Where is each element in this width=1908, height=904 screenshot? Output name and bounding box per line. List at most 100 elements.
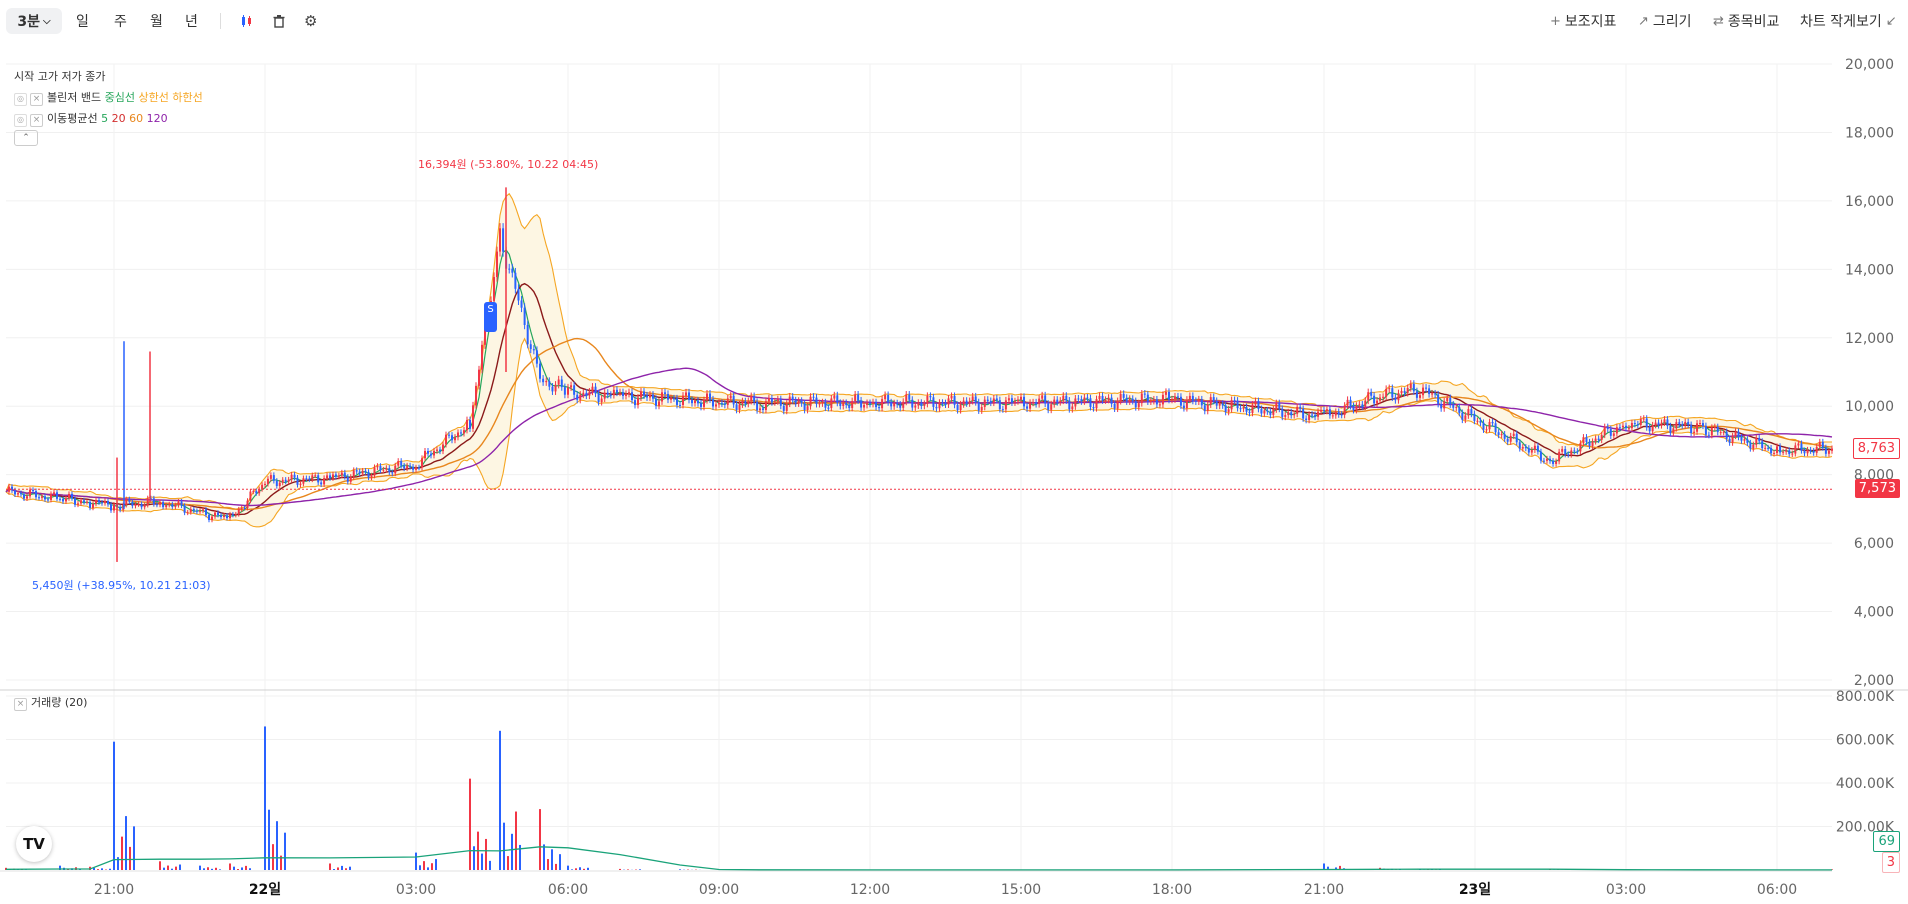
price-chart[interactable]: 20,00018,00016,00014,00012,00010,0008,00… [0,44,1908,904]
candle-body [529,344,532,350]
bollinger-mid-label: 중심선 [104,91,135,104]
indicator-button[interactable]: + 보조지표 [1550,10,1616,32]
timeframe-year[interactable]: 년 [185,14,198,30]
candle-body [128,499,131,502]
candle-body [1251,404,1254,413]
collapse-chart-button[interactable]: 차트 작게보기 ↙ [1800,10,1897,32]
candle-body [791,396,794,401]
candle-body [1010,398,1013,403]
close-icon[interactable]: × [14,698,27,711]
candle-body [597,393,600,403]
timeframe-dropdown[interactable]: 3분 ⌵ [6,8,62,34]
volume-bar [101,868,103,870]
timeframe-month[interactable]: 월 [150,14,163,30]
candle-body [1536,445,1539,452]
candle-body [481,344,483,370]
timeframe-week[interactable]: 주 [114,14,127,30]
candle-body [370,475,373,478]
settings-gear-icon[interactable]: ⚙ [304,12,318,30]
candle-body [320,482,323,485]
trash-icon[interactable] [272,10,286,32]
candle-body [202,509,204,511]
candle-body [1728,438,1731,443]
time-tick-label: 15:00 [1001,882,1041,898]
candle-body [1308,414,1311,421]
tradingview-logo-icon[interactable]: TV [16,826,52,862]
candle-body [1050,404,1053,410]
candle-body [305,478,308,480]
candle-body [1615,427,1618,434]
candle-body [932,397,935,407]
candle-body [1713,426,1716,428]
candle-body [782,405,785,411]
volume-bar [207,867,209,870]
volume-legend: × 거래량 (20) [14,694,87,711]
candle-body [35,491,37,498]
candle-body [1597,438,1600,440]
candle-body [1803,450,1806,454]
compare-button[interactable]: ⇄ 종목비교 [1713,10,1779,32]
candle-body [756,401,759,411]
candle-body [152,498,155,505]
candle-body [567,387,569,395]
bollinger-fill [6,193,1832,527]
candle-body [1461,412,1464,420]
candle-body [1119,393,1122,402]
volume-bar [469,778,471,870]
price-tick-label: 14,000 [1845,262,1894,278]
close-icon[interactable]: × [30,93,43,106]
candle-body [1651,425,1654,432]
candle-body [600,398,603,403]
candle-body [1056,399,1059,403]
candle-body [646,395,648,398]
candle-body [1476,420,1479,422]
candle-body [542,378,545,383]
close-icon[interactable]: × [30,114,43,127]
candle-body [331,474,334,479]
candle-body [697,400,699,404]
candle-body [278,482,281,486]
candle-body [1373,395,1376,404]
eye-icon[interactable]: ◎ [14,114,27,127]
candle-body [709,393,711,400]
candle-body [308,478,311,480]
candle-body [110,504,112,511]
candle-body [140,503,143,508]
candle-body [1506,438,1509,442]
candle-body [29,489,31,497]
candle-body [759,408,761,411]
candle-body [935,406,938,409]
candle-body [134,504,137,506]
candle-body [220,515,222,517]
candle-body [8,486,10,492]
candle-body [1134,401,1137,408]
candle-body [1639,419,1642,425]
candle-body [1104,399,1107,401]
candle-body [1305,418,1308,421]
volume-bar [567,865,569,870]
draw-button[interactable]: ↗ 그리기 [1638,10,1692,32]
legend-collapse-button[interactable]: ⌃ [14,130,38,146]
candle-body [1446,397,1449,402]
eye-icon[interactable]: ◎ [14,93,27,106]
candle-body [454,437,456,441]
candle-body [1224,405,1227,412]
candle-body [1809,449,1812,451]
candle-body [1149,400,1152,402]
volume-bar [337,867,339,870]
volume-bar [619,868,621,870]
volume-badge: 3 [1881,852,1900,873]
candle-body [346,476,349,482]
timeframe-day[interactable]: 일 [76,14,89,30]
candle-body [887,395,890,403]
candle-body [205,509,207,515]
volume-bar [583,868,585,870]
volume-tick-label: 800.00K [1836,689,1895,705]
candle-body [1657,422,1660,426]
volume-bar [97,869,99,870]
candle-body [287,479,290,482]
candle-body [1257,401,1260,409]
sell-signal-marker[interactable]: S [484,302,497,332]
candle-type-icon[interactable] [240,10,254,32]
candle-body [168,504,171,506]
